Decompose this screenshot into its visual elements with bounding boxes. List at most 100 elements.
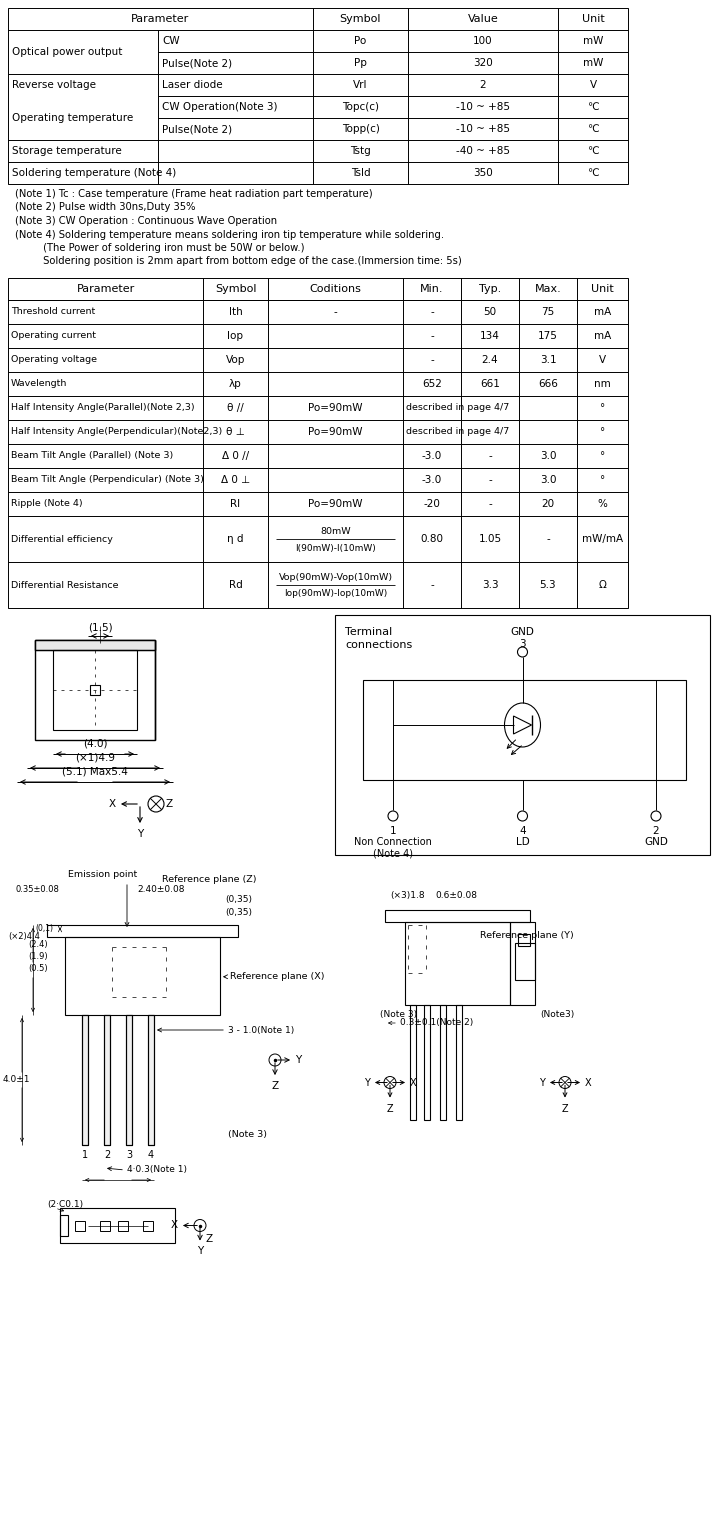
Bar	[8, 277, 628, 608]
Text: GND: GND	[510, 628, 534, 637]
Text: 80mW: 80mW	[320, 526, 351, 535]
Bar	[82, 1016, 88, 1145]
Text: 175: 175	[538, 330, 558, 341]
Text: ℃: ℃	[588, 102, 599, 112]
Text: 3.0: 3.0	[540, 475, 557, 485]
Text: 320: 320	[473, 58, 493, 68]
Text: (0,1): (0,1)	[35, 925, 53, 934]
Text: (0,35): (0,35)	[225, 894, 252, 904]
Text: (Note 4) Soldering temperature means soldering iron tip temperature while solder: (Note 4) Soldering temperature means sol…	[15, 229, 444, 240]
Bar	[100, 1220, 110, 1231]
Text: I(90mW)-I(10mW): I(90mW)-I(10mW)	[295, 544, 376, 552]
Text: (2·C0.1): (2·C0.1)	[47, 1201, 83, 1210]
Text: λp: λp	[229, 379, 242, 390]
Text: Rl: Rl	[230, 499, 240, 509]
Text: Max.: Max.	[535, 283, 562, 294]
Bar	[75, 1220, 85, 1231]
Text: 350: 350	[473, 168, 493, 177]
Text: X: X	[171, 1220, 178, 1231]
Text: 0.35±0.08: 0.35±0.08	[15, 885, 59, 894]
Text: Z: Z	[205, 1234, 212, 1243]
Text: 652: 652	[422, 379, 442, 390]
Bar	[118, 1220, 128, 1231]
Text: 1: 1	[390, 826, 396, 835]
Bar	[35, 640, 155, 650]
Text: 100: 100	[473, 36, 492, 45]
Text: Laser diode: Laser diode	[162, 80, 222, 89]
Text: Unit: Unit	[582, 14, 604, 24]
Text: Tsld: Tsld	[351, 168, 370, 177]
Text: 4·0.3(Note 1): 4·0.3(Note 1)	[127, 1164, 187, 1173]
Text: (Note 4): (Note 4)	[373, 847, 413, 858]
Bar	[104, 1016, 110, 1145]
Text: -3.0: -3.0	[422, 450, 442, 461]
Text: 5.3: 5.3	[540, 581, 557, 590]
Text: -: -	[333, 308, 338, 317]
Text: Parameter: Parameter	[131, 14, 189, 24]
Text: Unit: Unit	[591, 283, 614, 294]
Bar	[456, 1005, 462, 1120]
Text: Beam Tilt Angle (Perpendicular) (Note 3): Beam Tilt Angle (Perpendicular) (Note 3)	[11, 476, 204, 485]
Bar	[104, 1016, 110, 1145]
Text: 2: 2	[104, 1151, 110, 1160]
Text: Differential Resistance: Differential Resistance	[11, 581, 119, 590]
Bar	[440, 1005, 446, 1120]
Text: Po=90mW: Po=90mW	[308, 428, 363, 437]
Text: Soldering temperature (Note 4): Soldering temperature (Note 4)	[12, 168, 176, 177]
Text: -: -	[488, 499, 492, 509]
Text: nm: nm	[594, 379, 611, 390]
Text: V: V	[590, 80, 597, 89]
Text: 3 - 1.0(Note 1): 3 - 1.0(Note 1)	[228, 1025, 294, 1034]
Bar	[424, 1005, 430, 1120]
Text: CW: CW	[162, 36, 179, 45]
Text: 3.1: 3.1	[540, 355, 557, 365]
Text: -: -	[546, 534, 550, 544]
Bar	[60, 1208, 175, 1243]
Text: Coditions: Coditions	[310, 283, 361, 294]
Text: 134: 134	[480, 330, 500, 341]
Text: 0.3±0.1(Note 2): 0.3±0.1(Note 2)	[400, 1019, 473, 1028]
Text: Z: Z	[166, 799, 173, 810]
Text: Min.: Min.	[420, 283, 444, 294]
Text: Pulse(Note 2): Pulse(Note 2)	[162, 58, 232, 68]
Text: (×3)1.8: (×3)1.8	[390, 891, 425, 901]
Bar	[518, 934, 530, 946]
Text: (1.5): (1.5)	[88, 623, 112, 634]
Text: ℃: ℃	[588, 146, 599, 156]
Text: mW/mA: mW/mA	[582, 534, 623, 544]
Text: Pp: Pp	[354, 58, 367, 68]
Text: X: X	[109, 799, 116, 810]
Text: (1.9): (1.9)	[28, 952, 48, 961]
Text: (2.4): (2.4)	[28, 940, 48, 949]
Bar	[148, 1016, 154, 1145]
Bar	[8, 8, 628, 183]
Text: Iop(90mW)-Iop(10mW): Iop(90mW)-Iop(10mW)	[284, 590, 387, 599]
Bar	[126, 1016, 132, 1145]
Text: %: %	[598, 499, 608, 509]
Text: Differential efficiency: Differential efficiency	[11, 535, 113, 544]
Text: (Note3): (Note3)	[540, 1010, 575, 1019]
Text: 1.05: 1.05	[478, 534, 502, 544]
Bar	[363, 681, 686, 781]
Text: Po=90mW: Po=90mW	[308, 403, 363, 412]
Text: Δ 0 ⊥: Δ 0 ⊥	[221, 475, 250, 485]
Text: (Note 3) CW Operation : Continuous Wave Operation: (Note 3) CW Operation : Continuous Wave …	[15, 215, 277, 226]
Text: °: °	[600, 403, 605, 412]
Bar	[65, 937, 220, 1016]
Text: (The Power of soldering iron must be 50W or below.): (The Power of soldering iron must be 50W…	[15, 243, 305, 253]
Text: Topp(c): Topp(c)	[341, 124, 379, 133]
Text: θ ⊥: θ ⊥	[226, 428, 245, 437]
Text: -3.0: -3.0	[422, 475, 442, 485]
Text: -: -	[430, 330, 434, 341]
Text: (0.5): (0.5)	[28, 964, 48, 973]
Bar	[90, 685, 100, 694]
Text: mW: mW	[582, 36, 603, 45]
Text: 2: 2	[653, 826, 660, 835]
Text: 666: 666	[538, 379, 558, 390]
Text: mW: mW	[582, 58, 603, 68]
Text: 1: 1	[82, 1151, 88, 1160]
Text: 661: 661	[480, 379, 500, 390]
Text: Operating temperature: Operating temperature	[12, 114, 133, 123]
Bar	[60, 1214, 68, 1236]
Text: -10 ~ +85: -10 ~ +85	[456, 124, 510, 133]
